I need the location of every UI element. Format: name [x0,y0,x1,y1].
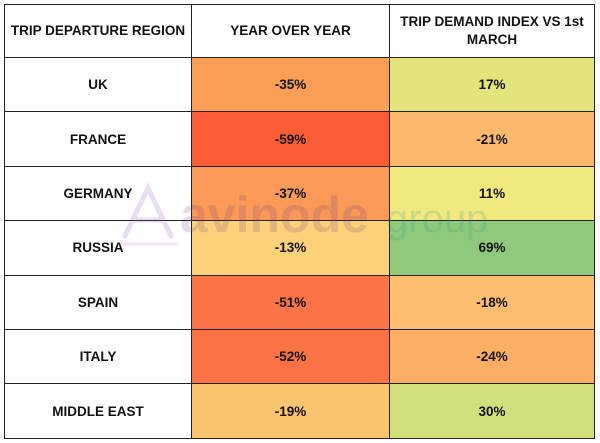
table-row: MIDDLE EAST -19% 30% [4,383,595,439]
index-cell: -21% [389,111,595,167]
table-row: ITALY -52% -24% [4,328,595,385]
index-cell: -24% [389,328,595,385]
trip-demand-table: TRIP DEPARTURE REGION YEAR OVER YEAR TRI… [4,4,595,439]
header-trip-demand-index: TRIP DEMAND INDEX VS 1st MARCH [389,4,595,58]
table-row: GERMANY -37% 11% [4,165,595,222]
index-cell: 17% [389,56,595,113]
region-cell: ITALY [4,328,192,385]
yoy-cell: -35% [191,56,390,113]
yoy-cell: -59% [191,111,390,167]
index-cell: -18% [389,274,595,330]
region-cell: SPAIN [4,274,192,330]
index-cell: 30% [389,383,595,439]
yoy-cell: -51% [191,274,390,330]
table-row: RUSSIA -13% 69% [4,220,595,276]
region-cell: UK [4,56,192,113]
yoy-cell: -52% [191,328,390,385]
table-header-row: TRIP DEPARTURE REGION YEAR OVER YEAR TRI… [4,4,595,58]
index-cell: 69% [389,220,595,276]
table-row: UK -35% 17% [4,56,595,113]
yoy-cell: -19% [191,383,390,439]
yoy-cell: -13% [191,220,390,276]
region-cell: RUSSIA [4,220,192,276]
yoy-cell: -37% [191,165,390,222]
index-cell: 11% [389,165,595,222]
region-cell: FRANCE [4,111,192,167]
trip-demand-table-container: TRIP DEPARTURE REGION YEAR OVER YEAR TRI… [4,4,595,439]
table-row: SPAIN -51% -18% [4,274,595,330]
region-cell: GERMANY [4,165,192,222]
header-year-over-year: YEAR OVER YEAR [191,4,390,58]
table-row: FRANCE -59% -21% [4,111,595,167]
header-trip-departure-region: TRIP DEPARTURE REGION [4,4,192,58]
region-cell: MIDDLE EAST [4,383,192,439]
